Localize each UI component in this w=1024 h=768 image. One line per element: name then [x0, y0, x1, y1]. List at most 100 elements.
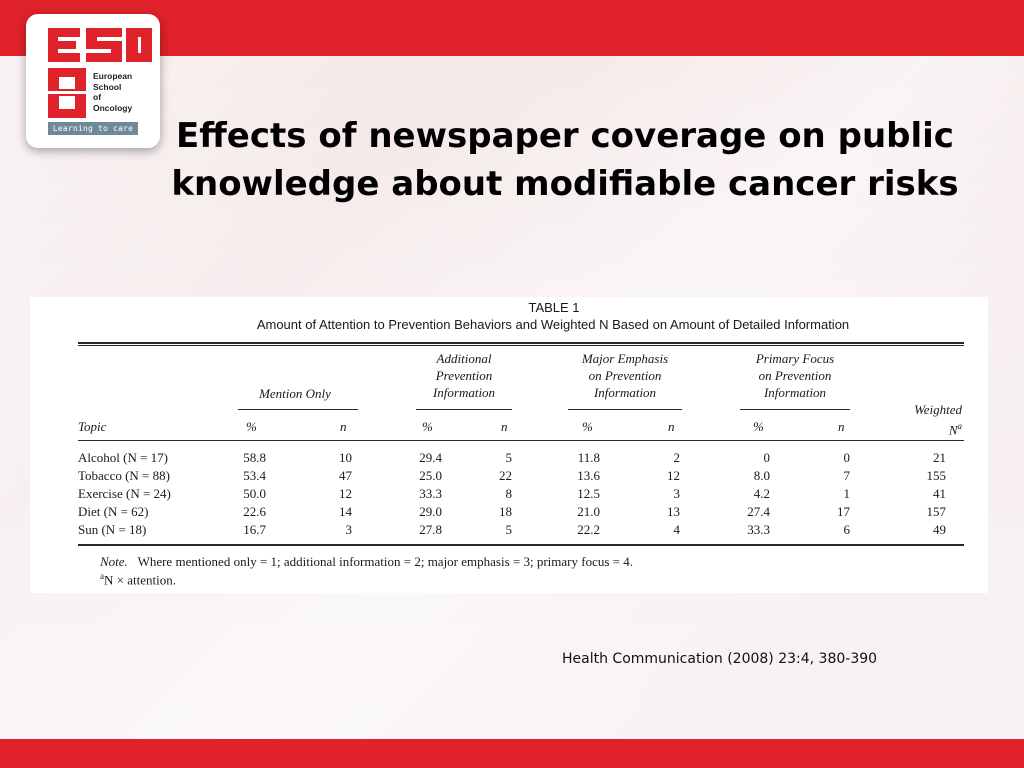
table-note: Note. Where mentioned only = 1; addition… [100, 554, 633, 570]
row-a-n: 5 [505, 450, 513, 465]
row-a-pct: 25.0 [419, 468, 442, 483]
subheader-a-n: n [501, 419, 508, 434]
slide-title: Effects of newspaper coverage on public … [170, 112, 960, 208]
row-topic: Sun (N = 18) [78, 522, 147, 537]
row-p-n: 7 [843, 468, 851, 483]
primary-underline [740, 409, 850, 410]
row-m-n: 12 [339, 486, 352, 501]
header-primary-line-2: on Prevention [758, 368, 832, 383]
row-weighted: 49 [933, 522, 946, 537]
table-footnote: aN × attention. [100, 571, 176, 588]
row-m-n: 14 [339, 504, 352, 519]
row-e-pct: 11.8 [577, 450, 600, 465]
row-a-n: 8 [505, 486, 513, 501]
row-m-n: 47 [339, 468, 352, 483]
row-a-pct: 33.3 [419, 486, 442, 501]
table-top-rule-2 [78, 345, 964, 346]
header-major-line-2: on Prevention [588, 368, 662, 383]
header-topic: Topic [78, 419, 107, 434]
row-weighted: 21 [933, 450, 946, 465]
header-additional-line-1: Additional [436, 351, 492, 366]
row-a-pct: 29.0 [419, 504, 442, 519]
row-p-pct: 33.3 [747, 522, 770, 537]
table-panel: TABLE 1 Amount of Attention to Preventio… [30, 297, 988, 593]
row-p-pct: 4.2 [753, 486, 770, 501]
row-e-n: 2 [673, 450, 681, 465]
table-subcaption: Amount of Attention to Prevention Behavi… [256, 317, 850, 332]
header-major-line-3: Information [593, 385, 657, 400]
header-primary-line-1: Primary Focus [755, 351, 835, 366]
logo-line-2: School [93, 81, 122, 92]
logo-line-3: of [93, 92, 102, 102]
header-mention-only-text: Mention Only [259, 386, 331, 401]
eso-logo-mark [48, 28, 152, 118]
header-additional-line-3: Information [432, 385, 496, 400]
row-topic: Exercise (N = 24) [78, 486, 171, 501]
row-p-n: 6 [843, 522, 851, 537]
row-weighted: 157 [926, 504, 947, 519]
row-p-n: 1 [843, 486, 851, 501]
citation: Health Communication (2008) 23:4, 380-39… [562, 651, 878, 667]
header-weighted-line-2: Na [880, 418, 962, 438]
row-p-pct: 0 [763, 450, 771, 465]
footnote-text: N × attention. [104, 572, 176, 588]
row-a-pct: 29.4 [419, 450, 442, 465]
bottom-red-band [0, 739, 1024, 768]
additional-underline [416, 409, 512, 410]
row-e-n: 13 [667, 504, 680, 519]
table-header-rule [78, 440, 964, 441]
header-weighted: Weighted Na [880, 401, 962, 438]
row-p-pct: 27.4 [747, 504, 770, 519]
header-major-line-1: Major Emphasis [581, 351, 669, 366]
table-caption: TABLE 1 [528, 300, 580, 315]
header-additional-line-2: Prevention [435, 368, 493, 383]
logo-tagline: Learning to care [48, 122, 138, 135]
row-p-n: 0 [843, 450, 851, 465]
row-e-pct: 22.2 [577, 522, 600, 537]
row-e-pct: 13.6 [577, 468, 600, 483]
row-m-pct: 53.4 [243, 468, 266, 483]
title-line-2: knowledge about modifiable cancer risks [171, 164, 959, 204]
row-e-n: 4 [673, 522, 681, 537]
row-p-pct: 8.0 [753, 468, 770, 483]
row-m-n: 3 [345, 522, 353, 537]
header-major: Major Emphasis on Prevention Information [560, 350, 690, 401]
row-a-n: 22 [499, 468, 512, 483]
row-a-n: 18 [499, 504, 512, 519]
logo-line-4: Oncology [93, 102, 133, 113]
major-underline [568, 409, 682, 410]
row-a-pct: 27.8 [419, 522, 442, 537]
table-bottom-rule [78, 544, 964, 546]
title-line-1: Effects of newspaper coverage on public [176, 116, 954, 156]
row-e-n: 12 [667, 468, 680, 483]
row-m-n: 10 [339, 450, 352, 465]
row-m-pct: 58.8 [243, 450, 266, 465]
row-weighted: 155 [926, 468, 947, 483]
subheader-e-n: n [668, 419, 675, 434]
logo-line-1: European [93, 71, 133, 81]
subheader-m-n: n [340, 419, 347, 434]
row-e-pct: 12.5 [577, 486, 600, 501]
subheader-a-pct: % [422, 419, 433, 434]
row-m-pct: 22.6 [243, 504, 266, 519]
header-weighted-sup: a [957, 421, 963, 431]
subheader-p-n: n [838, 419, 845, 434]
note-label: Note. [100, 554, 128, 569]
header-primary-line-3: Information [763, 385, 827, 400]
row-m-pct: 50.0 [243, 486, 266, 501]
logo-org-name: European School of Oncology [93, 71, 157, 113]
row-topic: Diet (N = 62) [78, 504, 149, 519]
subheader-m-pct: % [246, 419, 257, 434]
header-weighted-n: N [948, 422, 958, 438]
row-topic: Alcohol (N = 17) [78, 450, 169, 465]
row-e-n: 3 [673, 486, 681, 501]
header-mention-only: Mention Only [230, 385, 360, 402]
row-a-n: 5 [505, 522, 513, 537]
note-text: Where mentioned only = 1; additional inf… [137, 554, 633, 569]
row-m-pct: 16.7 [243, 522, 266, 537]
table-top-rule [78, 342, 964, 344]
subheader-e-pct: % [582, 419, 593, 434]
eso-logo: European School of Oncology Learning to … [26, 14, 160, 148]
row-topic: Tobacco (N = 88) [78, 468, 170, 483]
top-red-band [0, 0, 1024, 56]
